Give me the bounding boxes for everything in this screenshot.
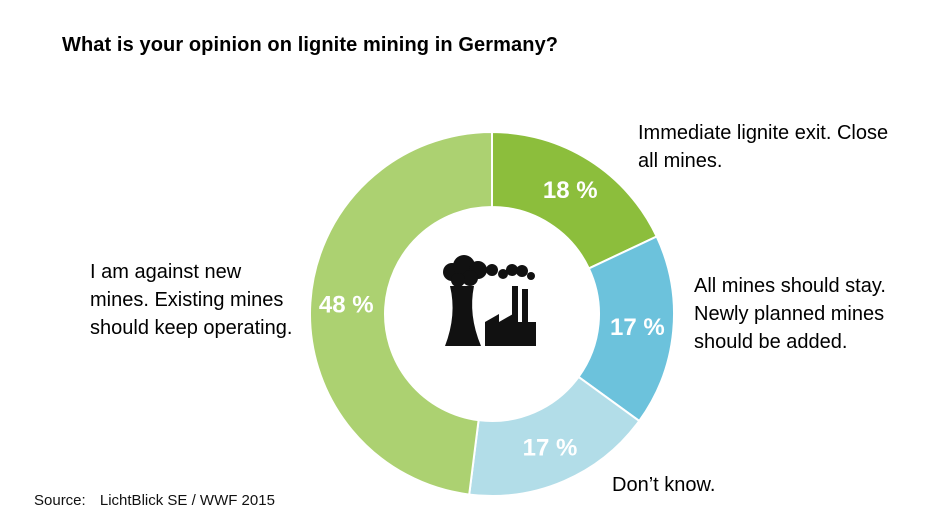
source-text: LichtBlick SE / WWF 2015 [99,492,275,509]
donut-slices [309,130,675,497]
donut-value-label-3: 48 % [319,291,374,318]
slice-label-dont-know: Don’t know. [612,474,716,496]
slice-label-immediate-exit: Immediate lignite exit. Close all mines. [638,122,889,172]
coal-power-plant-icon [443,255,536,346]
donut-value-label-0: 18 % [543,177,598,204]
donut-slice-3 [309,130,493,496]
donut-value-labels: 18 % 17 % 17 % 48 % [319,177,665,461]
slice-label-all-mines-stay: All mines should stay. Newly planned min… [694,275,886,353]
source-note: Source: LichtBlick SE / WWF 2015 [34,492,275,509]
source-label: Source: [34,492,86,509]
slice-label-against-new-mines: I am against new mines. Existing mines s… [90,261,293,339]
donut-value-label-2: 17 % [523,434,578,461]
chart-title: What is your opinion on lignite mining i… [62,34,559,56]
donut-value-label-1: 17 % [610,314,665,341]
